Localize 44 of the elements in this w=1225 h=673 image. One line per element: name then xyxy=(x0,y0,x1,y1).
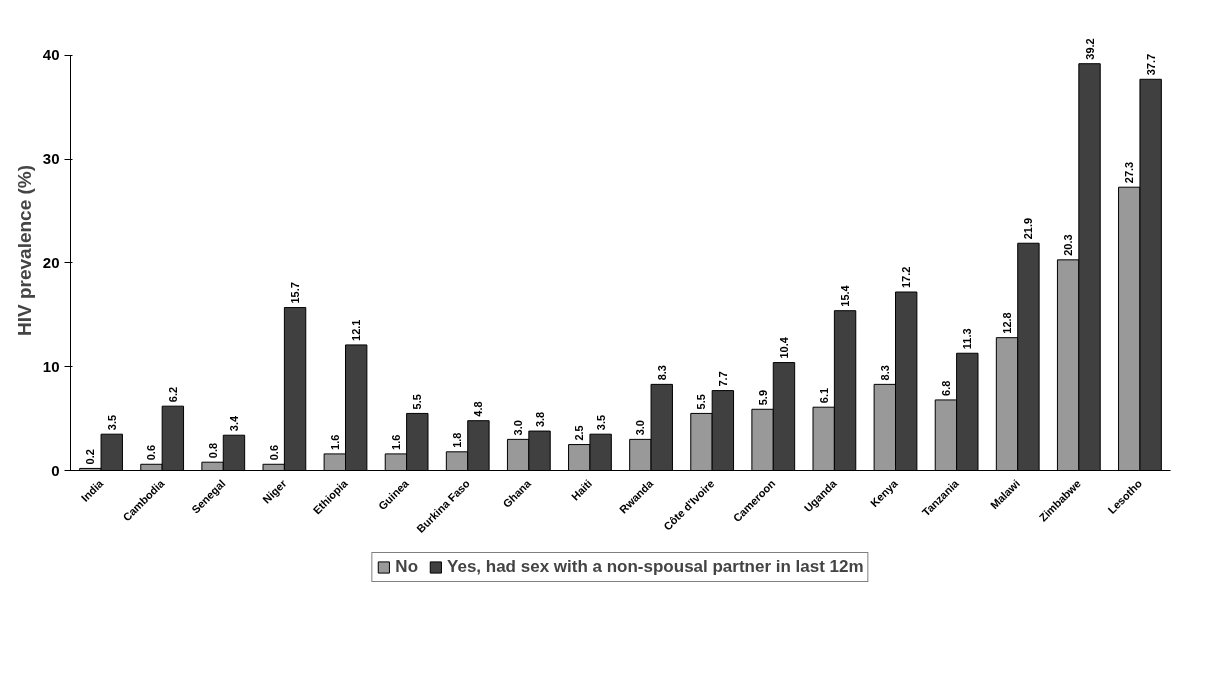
data-label: 37.7 xyxy=(1144,53,1157,76)
y-tick-label: 30 xyxy=(42,150,60,168)
data-label: 11.3 xyxy=(961,328,974,350)
data-label: 5.5 xyxy=(411,394,424,410)
data-label: 21.9 xyxy=(1022,217,1035,240)
data-label: 15.7 xyxy=(289,282,302,304)
data-label: 3.0 xyxy=(512,420,525,436)
data-label: 6.8 xyxy=(939,380,952,396)
data-label: 4.8 xyxy=(472,401,485,417)
data-label: 20.3 xyxy=(1062,234,1075,256)
y-tick-label: 40 xyxy=(42,46,60,64)
legend-label: No xyxy=(395,557,419,577)
data-label: 12.8 xyxy=(1001,312,1014,334)
data-label: 7.7 xyxy=(716,371,729,387)
data-label: 2.5 xyxy=(573,425,586,441)
data-label: 6.2 xyxy=(166,386,179,403)
data-label: 3.8 xyxy=(533,411,546,428)
data-label: 1.6 xyxy=(328,434,341,450)
y-tick-label: 0 xyxy=(51,461,60,479)
data-label: 17.2 xyxy=(900,266,913,289)
data-label: 39.2 xyxy=(1083,38,1096,60)
data-label: 5.9 xyxy=(756,389,769,406)
data-label: 3.4 xyxy=(227,415,240,432)
data-label: 0.8 xyxy=(206,442,219,459)
data-label: 0.2 xyxy=(84,449,97,465)
data-label: 5.5 xyxy=(695,394,708,410)
data-label: 8.3 xyxy=(655,365,668,381)
y-tick-label: 10 xyxy=(42,357,60,375)
y-tick-label: 20 xyxy=(42,253,60,271)
data-label: 8.3 xyxy=(878,365,891,381)
data-label: 12.1 xyxy=(350,319,363,341)
data-label: 3.0 xyxy=(634,420,647,436)
data-label: 10.4 xyxy=(777,336,790,359)
data-label: 27.3 xyxy=(1123,161,1136,184)
data-label: 3.5 xyxy=(105,414,118,431)
data-label: 0.6 xyxy=(145,444,158,461)
data-label: 1.6 xyxy=(389,434,402,450)
data-label: 15.4 xyxy=(839,284,852,307)
data-label: 6.1 xyxy=(817,387,830,404)
data-label: 0.6 xyxy=(267,444,280,461)
legend-label: Yes, had sex with a non-spousal partner in last 12m xyxy=(447,557,864,577)
data-label: 1.8 xyxy=(451,432,464,448)
data-label: 3.5 xyxy=(594,414,607,431)
y-axis-title: HIV prevalence (%) xyxy=(13,164,35,337)
